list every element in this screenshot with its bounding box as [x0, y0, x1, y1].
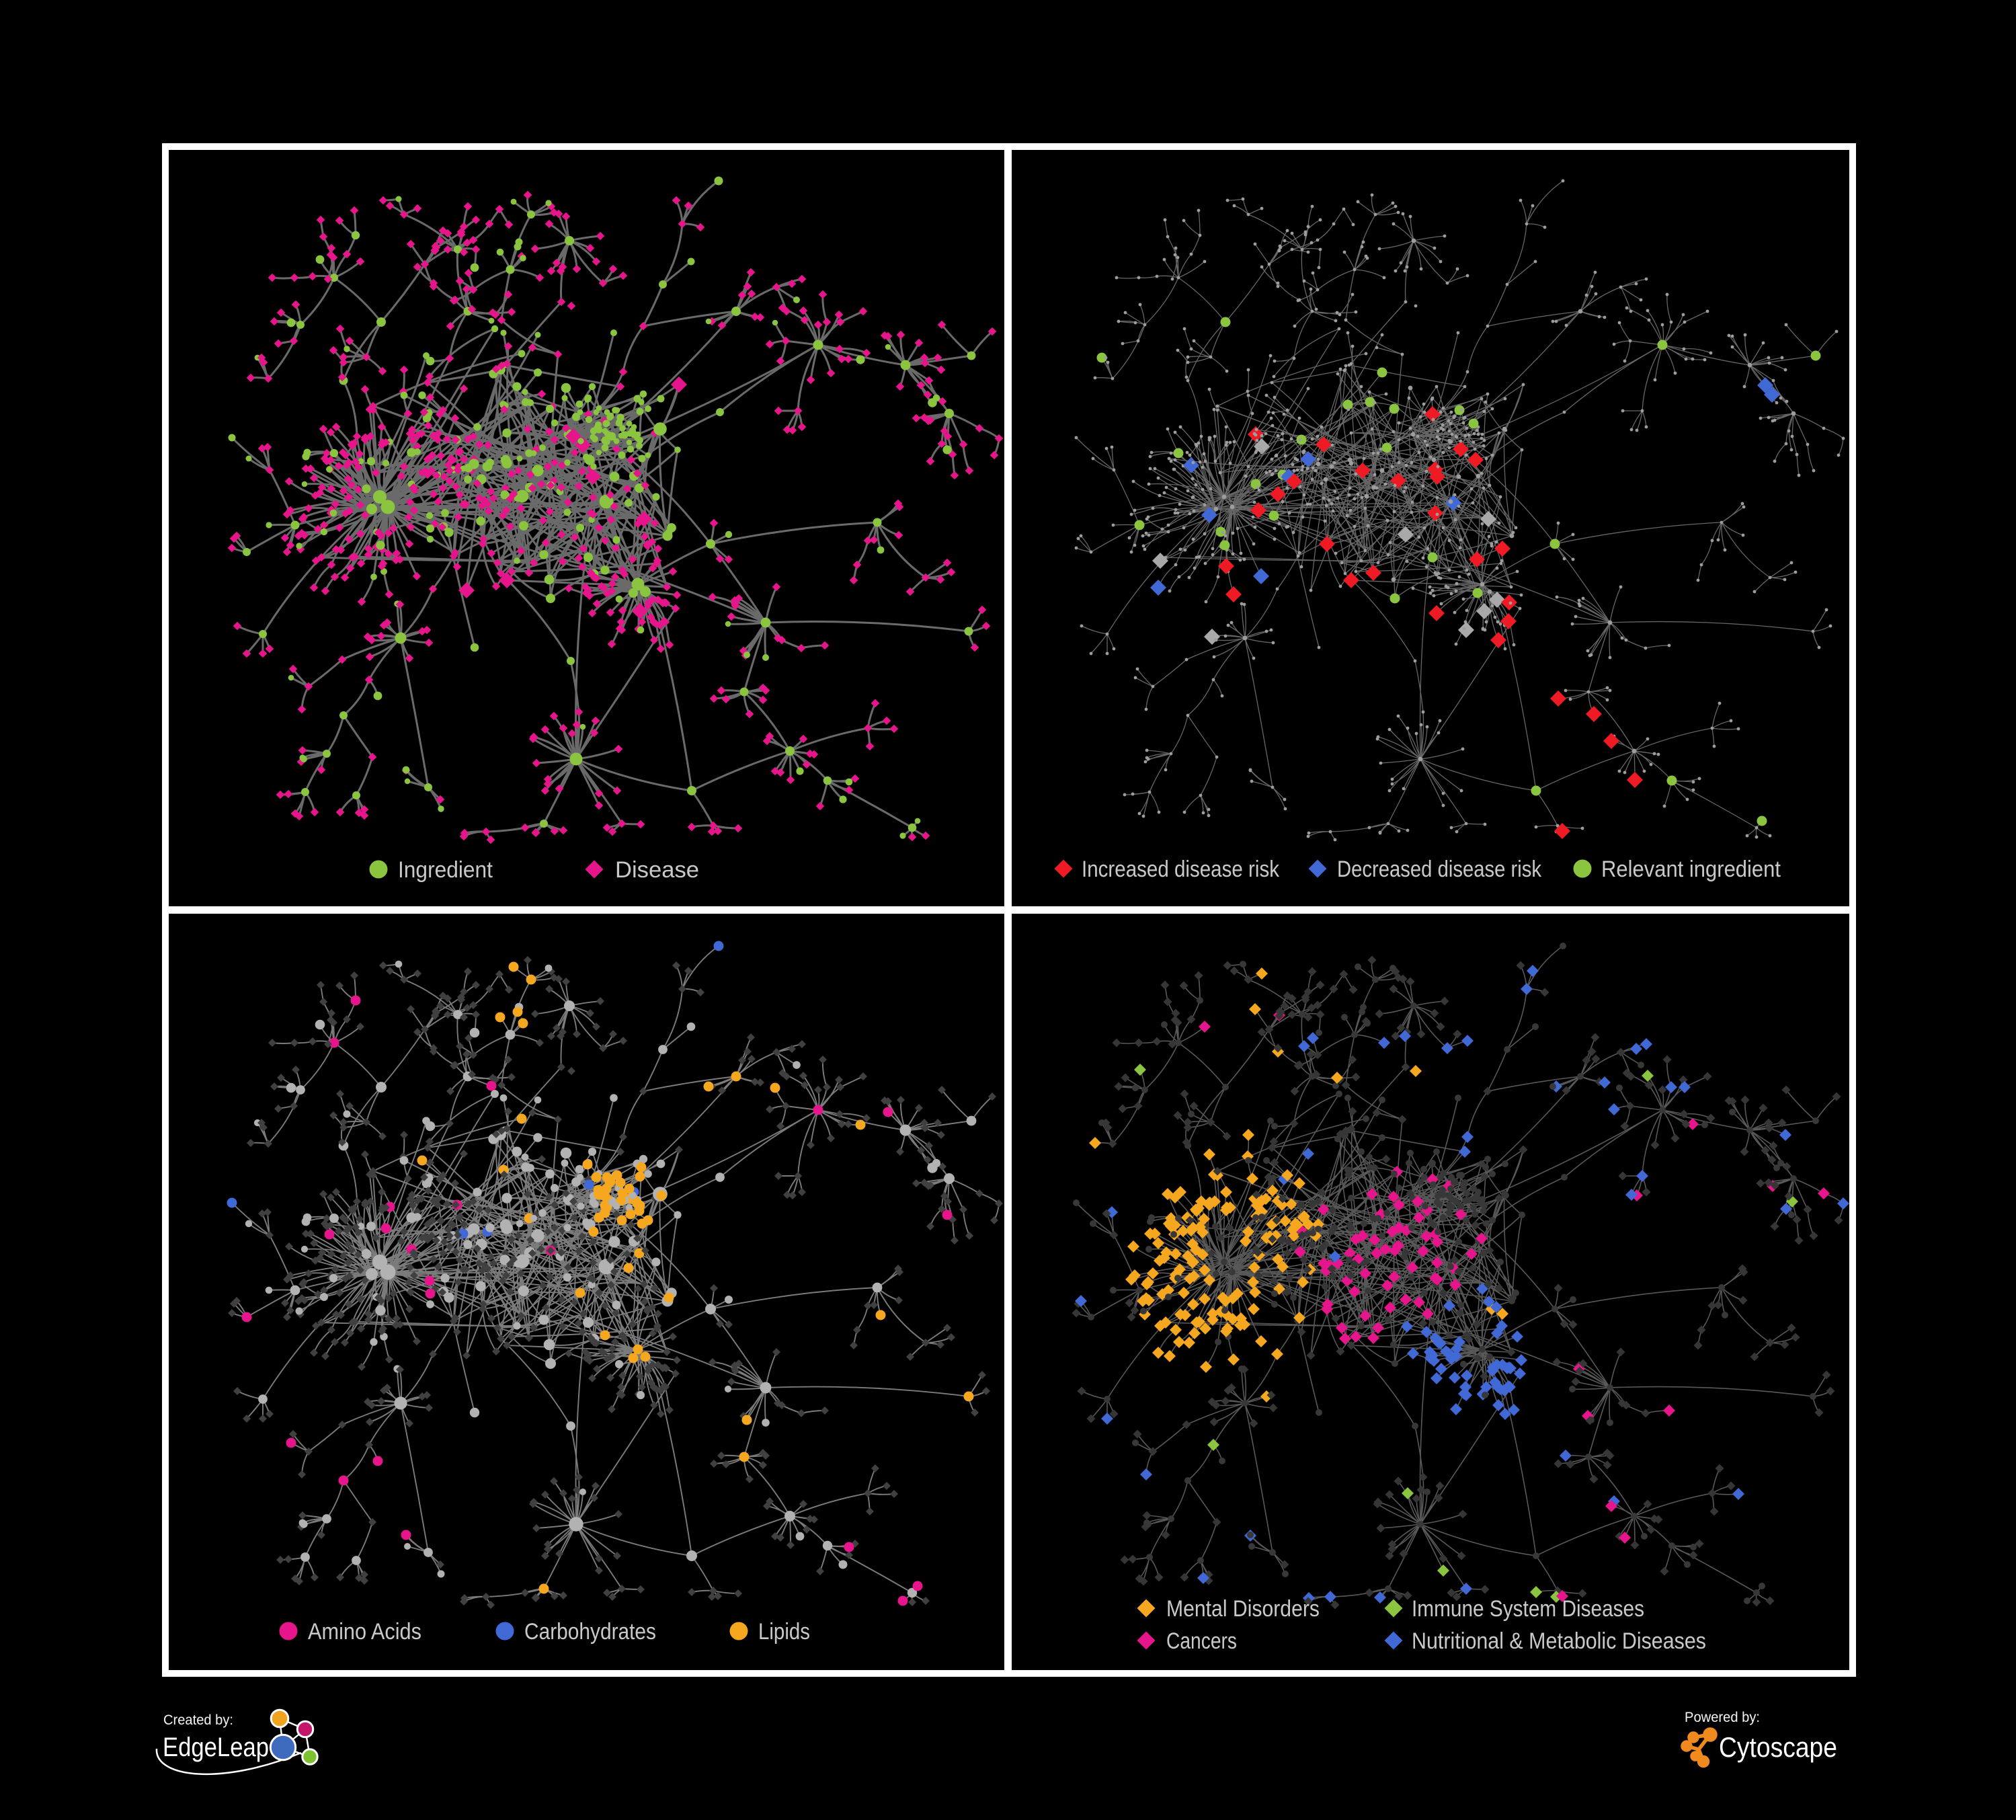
svg-text:Increased disease risk: Increased disease risk — [1082, 857, 1280, 882]
svg-text:EdgeLeap: EdgeLeap — [163, 1733, 269, 1762]
svg-text:Immune System Diseases: Immune System Diseases — [1412, 1596, 1644, 1622]
svg-text:Cancers: Cancers — [1166, 1628, 1237, 1654]
svg-text:Mental Disorders: Mental Disorders — [1166, 1596, 1320, 1622]
svg-text:Disease: Disease — [615, 857, 699, 883]
svg-text:Created by:: Created by: — [163, 1712, 233, 1728]
svg-text:Ingredient: Ingredient — [398, 857, 493, 883]
svg-text:Powered by:: Powered by: — [1685, 1710, 1760, 1725]
svg-text:Lipids: Lipids — [758, 1619, 810, 1645]
svg-text:Decreased disease risk: Decreased disease risk — [1337, 857, 1542, 882]
svg-text:Cytoscape: Cytoscape — [1719, 1731, 1837, 1763]
svg-text:Nutritional & Metabolic Diseas: Nutritional & Metabolic Diseases — [1412, 1628, 1706, 1654]
svg-text:Carbohydrates: Carbohydrates — [524, 1619, 656, 1645]
svg-text:Relevant ingredient: Relevant ingredient — [1601, 857, 1781, 882]
svg-text:Amino Acids: Amino Acids — [308, 1619, 421, 1645]
